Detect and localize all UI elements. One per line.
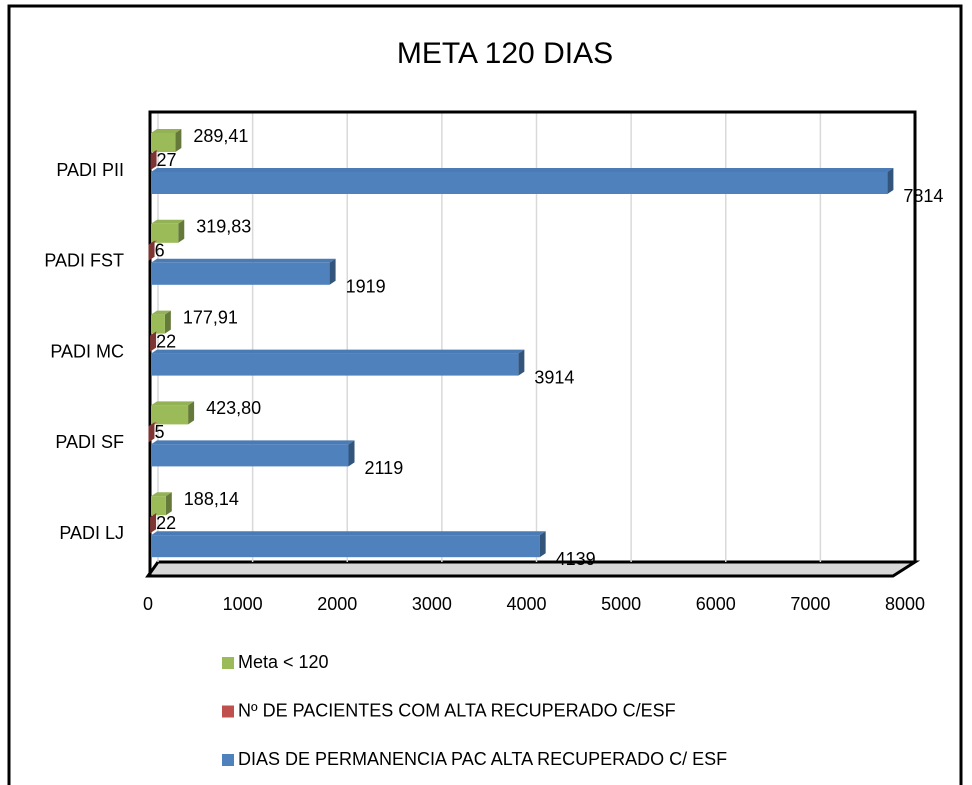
bar [151,172,888,194]
bar [151,353,519,376]
x-tick-label: 0 [143,594,153,614]
x-tick-label: 1000 [223,594,263,614]
bar-top [151,492,172,497]
legend-swatch [222,657,234,669]
bar-top [151,129,182,133]
bar [151,444,349,467]
y-tick-label: PADI FST [44,251,124,271]
bar-side [178,219,185,243]
legend-swatch [222,705,234,718]
plot-area [145,560,921,578]
bar-side [150,150,157,170]
bar [151,314,165,334]
legend-label: DIAS DE PERMANENCIA PAC ALTA RECUPERADO … [238,749,727,769]
bar-top [151,219,185,224]
y-tick-label: PADI LJ [59,523,124,543]
data-label: 289,41 [193,126,248,146]
bar-side [148,422,155,443]
data-label: 177,91 [183,307,238,327]
y-tick-label: PADI SF [55,432,124,452]
bar-top [151,401,195,406]
chart-title: META 120 DIAS [397,37,613,70]
data-label: 188,14 [184,489,239,509]
bar-top [151,531,546,536]
bar-side [188,401,195,425]
data-label: 319,83 [196,217,251,237]
bar-side [348,440,355,467]
data-label: 3914 [534,367,574,387]
legend-label: Nº DE PACIENTES COM ALTA RECUPERADO C/ES… [238,700,676,720]
bar-side [150,331,157,352]
x-tick-label: 6000 [696,594,736,614]
data-label: 22 [156,513,176,533]
bar-top [151,310,171,315]
bar-top [151,168,894,172]
x-tick-label: 7000 [790,594,830,614]
floor [145,560,921,578]
bar-side [148,240,155,261]
bar-side [164,310,171,334]
x-tick-label: 8000 [885,594,925,614]
bar-side [175,129,182,152]
bar-top [151,349,525,354]
bar [151,223,179,243]
data-label: 27 [157,150,177,170]
plot-frame [148,110,917,576]
x-tick-label: 2000 [317,594,357,614]
bar-side [329,258,336,285]
x-tick-label: 3000 [412,594,452,614]
data-label: 423,80 [206,398,261,418]
bar-side [518,349,525,376]
bar [151,133,176,152]
x-tick-label: 5000 [601,594,641,614]
data-label: 5 [154,422,164,442]
x-tick-label: 4000 [506,594,546,614]
bar-side [150,513,157,534]
data-label: 6 [155,241,165,261]
data-label: 2119 [365,458,404,478]
bar [151,535,540,558]
data-label: 4139 [556,549,596,569]
legend-label: Meta < 120 [238,652,329,672]
bar [151,496,166,516]
bar-side [539,531,546,558]
bar-top [151,440,355,445]
bar-side [165,492,172,516]
legend-swatch [222,754,234,766]
y-tick-label: PADI MC [50,341,124,361]
data-label: 22 [156,331,176,351]
bar [151,262,330,285]
y-tick-label: PADI PII [56,160,124,180]
bar [151,405,189,425]
data-label: 1919 [346,277,386,297]
bar-side [887,168,894,194]
bar-top [151,258,336,263]
data-label: 7814 [903,186,943,206]
chart-frame [7,4,963,785]
